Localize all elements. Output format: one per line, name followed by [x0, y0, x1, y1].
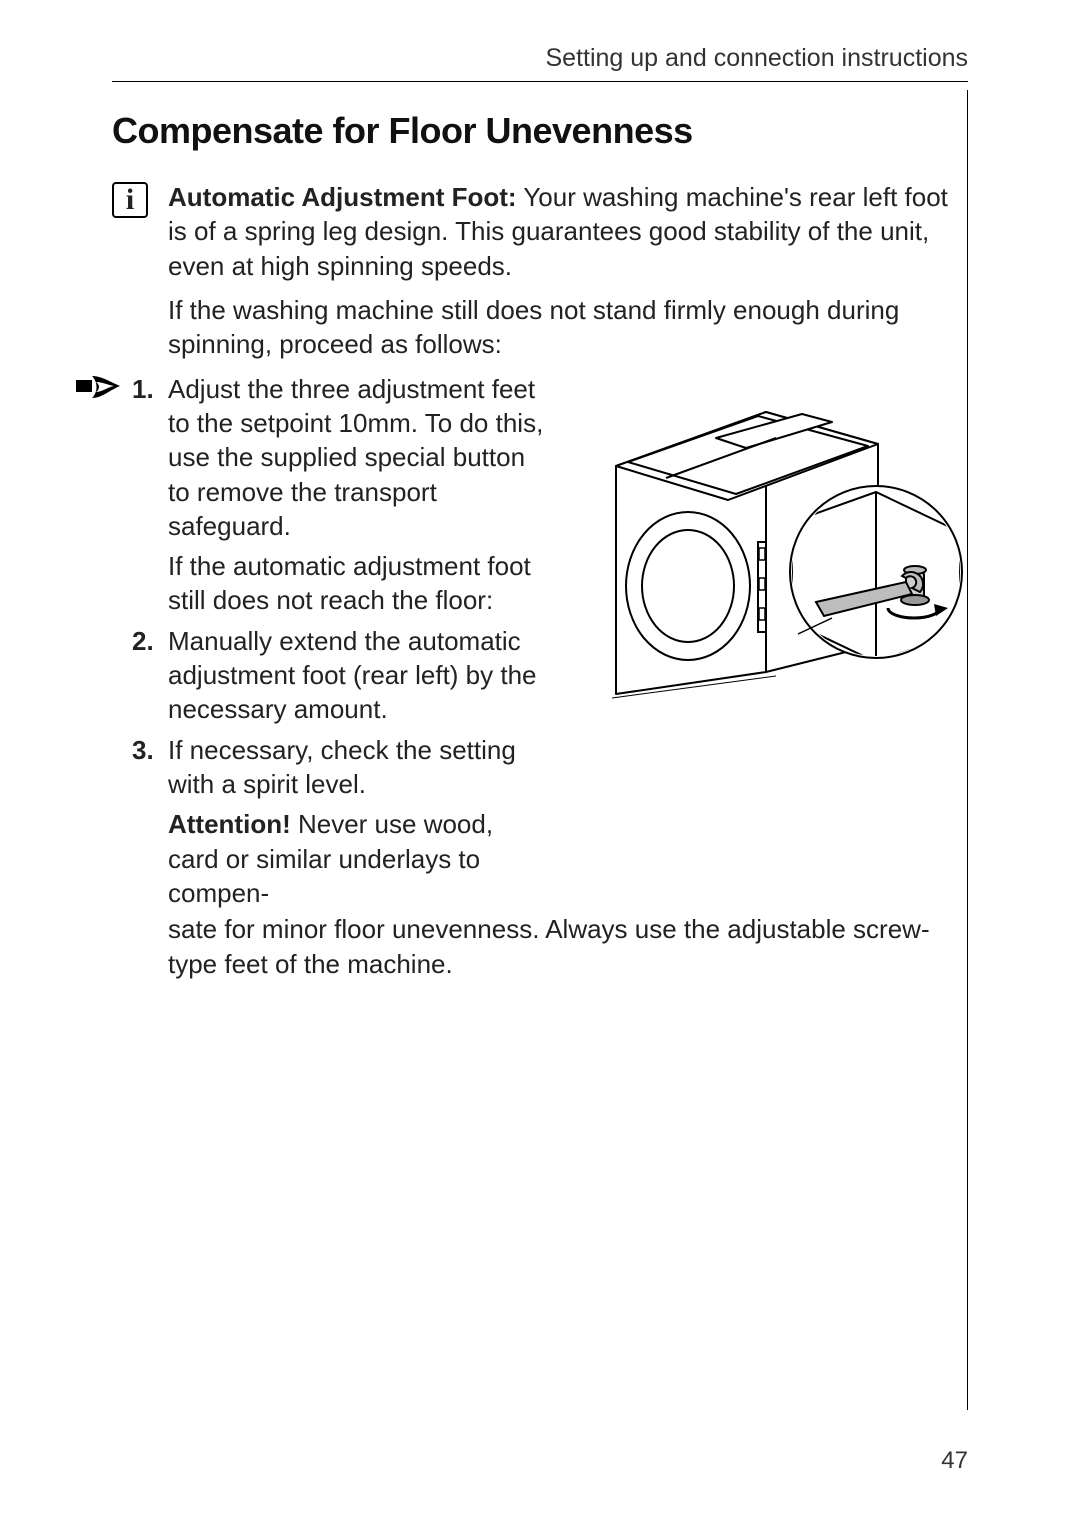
- attention-wrap: Attention! Never use wood, card or simil…: [168, 807, 548, 910]
- step-text: Adjust the three adjustment feet to the …: [168, 372, 548, 544]
- pointer-icon: [76, 374, 122, 408]
- info-icon: i: [112, 182, 148, 218]
- info-lead-bold: Automatic Adjustment Foot:: [168, 182, 517, 212]
- step-num: 1.: [132, 372, 160, 544]
- step-item: 3. If necessary, check the setting with …: [132, 733, 548, 802]
- steps-row: 1. Adjust the three adjustment feet to t…: [76, 372, 968, 911]
- attention-para-a: Attention! Never use wood, card or simil…: [168, 807, 548, 910]
- running-head: Setting up and connection instructions: [112, 44, 968, 81]
- steps-column: 1. Adjust the three adjustment feet to t…: [132, 372, 548, 911]
- step-num: 3.: [132, 733, 160, 802]
- info-glyph: i: [126, 185, 134, 215]
- steps-and-figure: 1. Adjust the three adjustment feet to t…: [132, 372, 968, 911]
- step-text: If necessary, check the setting with a s…: [168, 733, 548, 802]
- info-para2: If the washing machine still does not st…: [168, 293, 968, 362]
- step-text: Manually extend the automatic adjustment…: [168, 624, 548, 727]
- section-title: Compensate for Floor Unevenness: [112, 110, 968, 152]
- step-num: 2.: [132, 624, 160, 727]
- attention-bold: Attention!: [168, 809, 291, 839]
- right-margin-rule: [967, 90, 968, 1410]
- info-block: i Automatic Adjustment Foot: Your washin…: [112, 180, 968, 981]
- attention-para-b: sate for minor floor unevenness. Always …: [168, 912, 968, 981]
- step-item: 1. Adjust the three adjustment feet to t…: [132, 372, 548, 544]
- header-rule: [112, 81, 968, 82]
- info-body: Automatic Adjustment Foot: Your washing …: [168, 180, 968, 981]
- steps-list-2: 2. Manually extend the automatic adjustm…: [132, 624, 548, 802]
- step-item: 2. Manually extend the automatic adjustm…: [132, 624, 548, 727]
- washer-foot-figure: [576, 372, 968, 710]
- manual-page: Setting up and connection instructions C…: [0, 0, 1080, 1529]
- step-subnote: If the automatic adjustment foot still d…: [168, 549, 548, 618]
- info-lead-para: Automatic Adjustment Foot: Your washing …: [168, 180, 968, 283]
- page-number: 47: [941, 1447, 968, 1475]
- steps-list: 1. Adjust the three adjustment feet to t…: [132, 372, 548, 544]
